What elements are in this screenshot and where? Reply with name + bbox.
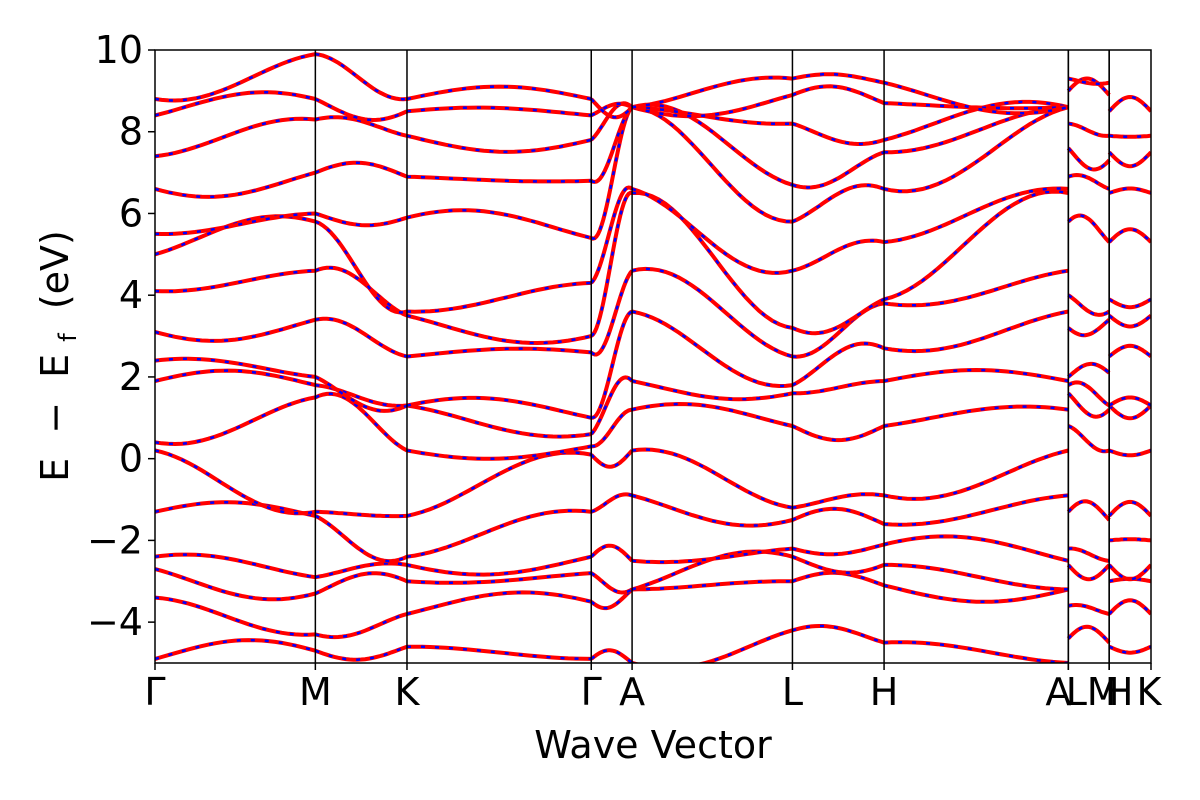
x-axis-title: Wave Vector xyxy=(534,723,772,767)
x-axis: Γ M K Γ A L H AL MH K xyxy=(144,663,1163,714)
plot-frame xyxy=(154,49,1152,664)
y-tick-label: −2 xyxy=(87,518,143,562)
x-tick-label: Γ xyxy=(144,670,165,714)
y-tick-label: 0 xyxy=(119,437,143,481)
band-line-solid-3 xyxy=(155,534,1151,582)
y-tick-label: 6 xyxy=(119,191,143,235)
band-line-dashed-7 xyxy=(155,368,1151,438)
band-line-dashed-6 xyxy=(155,392,1151,461)
band-line-dashed-13 xyxy=(155,103,1151,199)
band-line-solid-9 xyxy=(155,266,1151,359)
y-title-E: E xyxy=(33,458,77,482)
y-axis: −4 −2 0 2 4 6 8 10 xyxy=(87,28,155,644)
y-title-Ef-sub: f xyxy=(54,333,82,342)
y-tick-label: 2 xyxy=(119,355,143,399)
y-tick-label: −4 xyxy=(87,600,143,644)
band-line-solid-16 xyxy=(155,52,1151,120)
band-line-dashed-10 xyxy=(155,190,1151,345)
x-tick-label: M xyxy=(1087,670,1120,714)
x-tick-label: M xyxy=(299,670,332,714)
x-tick-label: A xyxy=(619,670,645,714)
x-tick-label: A xyxy=(1045,670,1071,714)
svg-text:E − E f: E − E f (eV) xyxy=(33,230,85,482)
x-tick-label: L xyxy=(1066,670,1087,714)
y-tick-label: 8 xyxy=(119,110,143,154)
y-tick-label: 4 xyxy=(119,273,143,317)
y-tick-label: 10 xyxy=(95,28,143,72)
x-tick-label: K xyxy=(1137,670,1163,714)
band-line-dashed-5 xyxy=(155,424,1151,518)
y-axis-title: E − E f (eV) xyxy=(33,230,85,482)
y-title-minus: − xyxy=(33,402,77,434)
y-title-unit: (eV) xyxy=(33,230,77,309)
high-symmetry-lines xyxy=(314,50,1110,663)
y-title-Ef: E xyxy=(33,354,77,378)
x-tick-label: K xyxy=(395,670,421,714)
band-line-dashed-4 xyxy=(155,493,1151,563)
bands-group xyxy=(155,52,1151,663)
band-line-solid-0 xyxy=(155,624,1151,663)
band-line-dashed-8 xyxy=(155,310,1151,420)
x-tick-label: Γ xyxy=(581,670,602,714)
x-tick-label: L xyxy=(782,670,803,714)
band-line-dashed-12 xyxy=(155,105,1151,243)
x-tick-label: H xyxy=(1105,670,1134,714)
x-tick-label: H xyxy=(870,670,899,714)
